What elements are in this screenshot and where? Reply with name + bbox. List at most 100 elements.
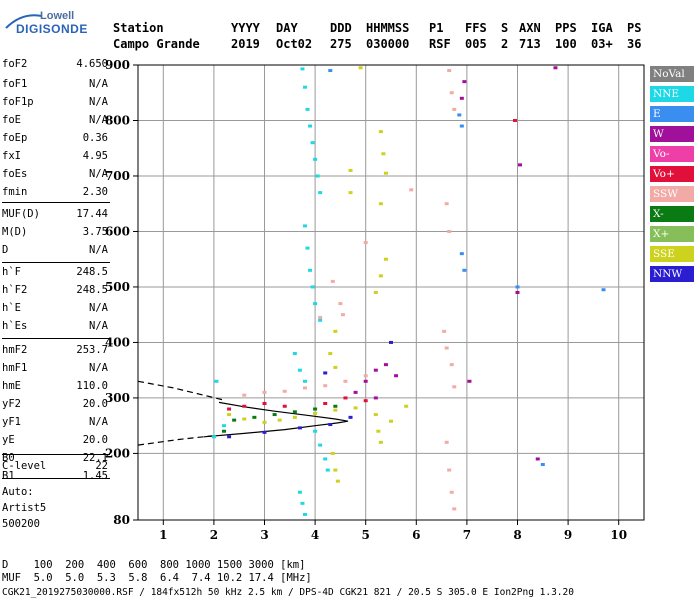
echo-point-sse	[262, 420, 267, 424]
echo-point-ssw	[409, 188, 414, 192]
param-label: B0	[2, 452, 15, 464]
echo-point-nne	[305, 246, 310, 250]
param-value: N/A	[89, 362, 108, 374]
echo-point-sse	[404, 404, 409, 408]
echo-point-x-	[333, 404, 338, 408]
echo-point-x-	[292, 410, 297, 414]
echo-point-ssw	[363, 374, 368, 378]
divider	[2, 454, 110, 455]
param-value: 20.0	[82, 434, 108, 446]
echo-point-w	[467, 379, 472, 383]
echo-point-nnw	[227, 435, 232, 439]
echo-point-nne	[323, 457, 328, 461]
param-label: B1	[2, 470, 15, 482]
x-tick-label: 3	[260, 528, 268, 542]
echo-point-sse	[333, 365, 338, 369]
echo-point-ssw	[449, 490, 454, 494]
legend-label: W	[653, 128, 664, 140]
echo-point-x-	[222, 429, 227, 433]
echo-point-e	[459, 124, 464, 128]
legend-item-ssw: SSW	[650, 186, 694, 202]
y-tick-label: 500	[105, 280, 130, 294]
legend-label: SSE	[653, 248, 675, 260]
param-value: N/A	[89, 96, 108, 108]
profile-extrapolation-line	[137, 380, 225, 401]
echo-point-ssw	[338, 302, 343, 306]
param-value: 1.45	[82, 470, 108, 482]
echo-point-e	[515, 285, 520, 289]
param-value: 253.7	[76, 344, 108, 356]
echo-point-nne	[315, 174, 320, 178]
header-label-hhmmss: HHMMSS	[366, 21, 410, 35]
plot-frame	[137, 64, 645, 521]
echo-point-vo+	[262, 401, 267, 405]
y-tick-label: 200	[105, 446, 130, 460]
header-value-axn: 713	[519, 37, 541, 51]
echo-point-ssw	[452, 507, 457, 511]
header-value-hhmmss: 030000	[366, 37, 410, 51]
param-row: D N/A	[2, 244, 108, 258]
header-label-iga: IGA	[591, 21, 613, 35]
header-value-year: 2019	[231, 37, 260, 51]
param-row: h`F 248.5	[2, 266, 108, 280]
echo-point-nne	[300, 67, 305, 71]
echo-point-e	[459, 252, 464, 256]
echo-point-ssw	[242, 393, 247, 397]
echo-point-w	[518, 163, 523, 167]
echo-point-nne	[302, 224, 307, 228]
echo-point-sse	[378, 274, 383, 278]
legend-label: X-	[653, 208, 664, 220]
echo-point-w	[459, 96, 464, 100]
header-value-ffs: 005	[465, 37, 487, 51]
echo-point-ssw	[330, 279, 335, 283]
param-row: h`F2 248.5	[2, 284, 108, 298]
echo-point-e	[601, 288, 606, 292]
echo-point-nne	[292, 352, 297, 356]
echo-point-w	[363, 379, 368, 383]
divider	[2, 202, 110, 203]
echo-point-x-	[232, 418, 237, 422]
legend-label: E	[653, 108, 661, 120]
echo-point-w	[373, 396, 378, 400]
x-tick-label: 9	[564, 528, 572, 542]
x-tick-label: 8	[513, 528, 521, 542]
legend-item-sse: SSE	[650, 246, 694, 262]
param-value: 110.0	[76, 380, 108, 392]
param-row: hmF1 N/A	[2, 362, 108, 376]
divider	[2, 478, 110, 479]
echo-point-vo+	[242, 404, 247, 408]
direction-legend: NoVal NNE E W Vo- Vo+ SSW X- X+ SSE NNW	[650, 66, 694, 286]
echo-point-vo+	[227, 407, 232, 411]
echo-point-ssw	[444, 346, 449, 350]
x-tick-label: 5	[362, 528, 370, 542]
legend-label: X+	[653, 228, 670, 240]
param-row: h`E N/A	[2, 302, 108, 316]
param-value: 2.30	[82, 186, 108, 198]
echo-point-w	[373, 368, 378, 372]
echo-point-nne	[310, 285, 315, 289]
param-label: hmF1	[2, 362, 28, 374]
echo-point-sse	[328, 352, 333, 356]
header-label-p1: P1	[429, 21, 444, 35]
legend-label: SSW	[653, 188, 678, 200]
echo-point-nnw	[323, 371, 328, 375]
echo-point-sse	[383, 257, 388, 261]
echo-point-sse	[348, 191, 353, 195]
y-tick-label: 300	[105, 391, 130, 405]
param-label: yE	[2, 434, 15, 446]
footer-distance-line: D 100 200 400 600 800 1000 1500 3000 [km…	[2, 559, 306, 571]
param-row: fmin 2.30	[2, 186, 108, 200]
param-label: foEs	[2, 168, 28, 180]
param-label: C-level	[2, 460, 47, 472]
echo-point-w	[535, 457, 540, 461]
echo-point-w	[353, 390, 358, 394]
logo-swoosh-icon	[5, 14, 43, 29]
param-label: foF1	[2, 78, 28, 90]
echo-point-ssw	[444, 202, 449, 206]
param-row: hmF2 253.7	[2, 344, 108, 358]
param-value: N/A	[89, 244, 108, 256]
echo-point-e	[328, 69, 333, 73]
echo-point-vo+	[343, 396, 348, 400]
header-label-station: Station	[113, 21, 164, 35]
echo-point-ssw	[282, 389, 287, 393]
